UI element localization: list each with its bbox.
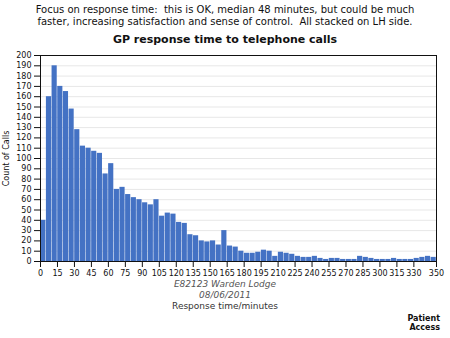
svg-text:150: 150 <box>203 269 218 278</box>
svg-text:170: 170 <box>16 82 31 91</box>
svg-text:Count of Calls: Count of Calls <box>2 131 11 187</box>
svg-text:45: 45 <box>86 269 96 278</box>
html-text:Patient: Patient <box>407 314 440 323</box>
html-text:GP response time to telephone: GP response time to telephone calls <box>112 33 338 46</box>
svg-text:90: 90 <box>137 269 147 278</box>
svg-text:70: 70 <box>21 185 31 194</box>
svg-text:120: 120 <box>16 133 31 142</box>
svg-text:120: 120 <box>169 269 184 278</box>
svg-text:135: 135 <box>186 269 201 278</box>
html-text:Access: Access <box>409 323 440 332</box>
svg-text:40: 40 <box>21 216 31 225</box>
svg-text:330: 330 <box>406 269 421 278</box>
svg-text:10: 10 <box>21 247 31 256</box>
svg-text:210: 210 <box>270 269 285 278</box>
svg-text:350: 350 <box>429 269 444 278</box>
svg-text:315: 315 <box>389 269 404 278</box>
svg-text:20: 20 <box>21 236 31 245</box>
html-text:Response time/minutes: Response time/minutes <box>172 301 278 311</box>
svg-text:30: 30 <box>69 269 79 278</box>
svg-text:150: 150 <box>16 103 31 112</box>
html-text:Focus on response time: this i: Focus on response time: this is OK, medi… <box>35 4 415 15</box>
svg-text:105: 105 <box>152 269 167 278</box>
svg-text:195: 195 <box>253 269 268 278</box>
svg-text:0: 0 <box>38 269 43 278</box>
svg-text:240: 240 <box>304 269 319 278</box>
svg-text:255: 255 <box>321 269 336 278</box>
svg-text:300: 300 <box>372 269 387 278</box>
svg-text:50: 50 <box>21 206 31 215</box>
svg-text:225: 225 <box>287 269 302 278</box>
svg-text:285: 285 <box>355 269 370 278</box>
svg-text:90: 90 <box>21 164 31 173</box>
svg-text:160: 160 <box>16 92 31 101</box>
svg-text:75: 75 <box>120 269 130 278</box>
svg-text:60: 60 <box>103 269 113 278</box>
svg-text:130: 130 <box>16 123 31 132</box>
svg-text:0: 0 <box>26 257 31 266</box>
html-text:faster, increasing satisfactio: faster, increasing satisfaction and sens… <box>37 16 413 27</box>
html-text:08/06/2011: 08/06/2011 <box>199 290 251 300</box>
svg-text:270: 270 <box>338 269 353 278</box>
svg-text:110: 110 <box>16 144 31 153</box>
svg-text:200: 200 <box>16 51 31 60</box>
html-text:E82123 Warden Lodge: E82123 Warden Lodge <box>173 279 276 289</box>
svg-text:165: 165 <box>220 269 235 278</box>
svg-text:30: 30 <box>21 226 31 235</box>
svg-text:80: 80 <box>21 175 31 184</box>
svg-text:60: 60 <box>21 195 31 204</box>
svg-text:180: 180 <box>16 72 31 81</box>
svg-text:140: 140 <box>16 113 31 122</box>
svg-text:180: 180 <box>237 269 252 278</box>
svg-text:15: 15 <box>52 269 62 278</box>
svg-text:190: 190 <box>16 61 31 70</box>
svg-text:100: 100 <box>16 154 31 163</box>
